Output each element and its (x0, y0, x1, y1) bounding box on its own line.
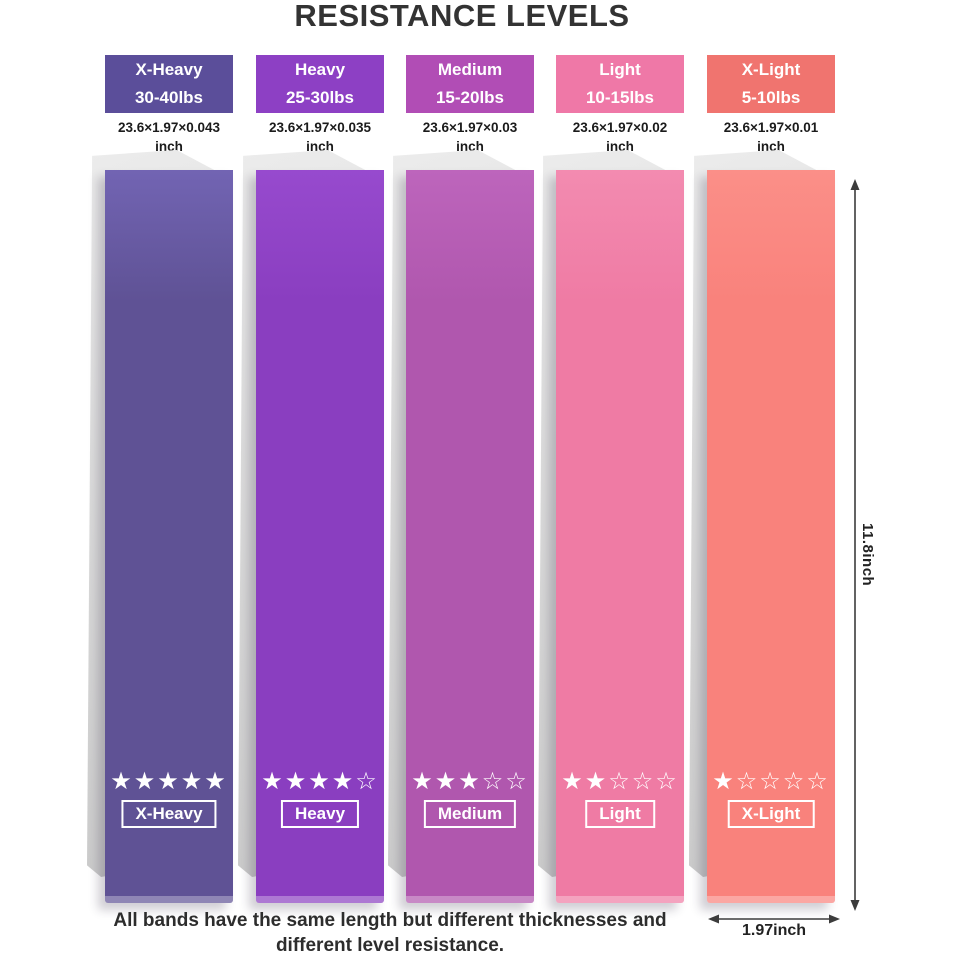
band-strip: ★☆☆☆☆ X-Light (707, 170, 835, 903)
width-dimension-arrow (708, 914, 840, 924)
band-strip: ★★☆☆☆ Light (556, 170, 684, 903)
band-strip: ★★★★★ X-Heavy (105, 170, 233, 903)
band-weight-range: 10-15lbs (585, 88, 655, 107)
band-graphic-zone: ★★★★★ X-Heavy (87, 150, 233, 903)
band-weight-range: 5-10lbs (741, 88, 801, 107)
band-size: 23.6×1.97×0.043 (117, 120, 221, 135)
band-header: Light 10-15lbs (556, 55, 684, 113)
band-dimensions: 23.6×1.97×0.01 inch (695, 118, 847, 156)
band-graphic-zone: ★★★☆☆ Medium (388, 150, 534, 903)
band-name: Heavy (294, 60, 346, 79)
band-dimensions: 23.6×1.97×0.043 inch (93, 118, 245, 156)
star-rating: ★☆☆☆☆ (712, 767, 830, 795)
band-header: Heavy 25-30lbs (256, 55, 384, 113)
band-strip: ★★★☆☆ Medium (406, 170, 534, 903)
band-weight-range: 30-40lbs (134, 88, 204, 107)
band-graphic-zone: ★★★★☆ Heavy (238, 150, 384, 903)
band-graphic-zone: ★★☆☆☆ Light (538, 150, 684, 903)
band-size: 23.6×1.97×0.01 (723, 120, 819, 135)
band-tag-label: Medium (423, 800, 517, 828)
band-name: X-Light (741, 60, 801, 79)
band-graphic-zone: ★☆☆☆☆ X-Light (689, 150, 835, 903)
band-weight-range: 15-20lbs (435, 88, 505, 107)
band-strip: ★★★★☆ Heavy (256, 170, 384, 903)
band-dimensions: 23.6×1.97×0.035 inch (244, 118, 396, 156)
band-dimensions: 23.6×1.97×0.03 inch (394, 118, 546, 156)
height-dimension-arrow (850, 179, 860, 911)
band-name: X-Heavy (135, 60, 203, 79)
band-tag-label: X-Light (727, 800, 815, 828)
band-weight-range: 25-30lbs (285, 88, 355, 107)
star-rating: ★★☆☆☆ (561, 767, 679, 795)
caption: All bands have the same length but diffe… (60, 908, 720, 958)
band-tag-label: Heavy (280, 800, 360, 828)
caption-line-1: All bands have the same length but diffe… (113, 910, 667, 931)
band-header: X-Heavy 30-40lbs (105, 55, 233, 113)
band-header: Medium 15-20lbs (406, 55, 534, 113)
height-dimension-label: 11.8inch (859, 523, 876, 587)
star-rating: ★★★★★ (110, 767, 228, 795)
band-size: 23.6×1.97×0.02 (572, 120, 668, 135)
band-tag-label: X-Heavy (121, 800, 217, 828)
band-name: Light (599, 60, 641, 79)
band-name: Medium (437, 60, 503, 79)
star-rating: ★★★★☆ (261, 767, 379, 795)
band-header: X-Light 5-10lbs (707, 55, 835, 113)
width-dimension-label: 1.97inch (741, 922, 807, 939)
caption-line-2: different level resistance. (275, 935, 505, 956)
band-dimensions: 23.6×1.97×0.02 inch (544, 118, 696, 156)
star-rating: ★★★☆☆ (411, 767, 529, 795)
band-size: 23.6×1.97×0.035 (268, 120, 372, 135)
band-tag-label: Light (585, 800, 655, 828)
band-size: 23.6×1.97×0.03 (422, 120, 518, 135)
page-title: RESISTANCE LEVELS (294, 0, 630, 33)
